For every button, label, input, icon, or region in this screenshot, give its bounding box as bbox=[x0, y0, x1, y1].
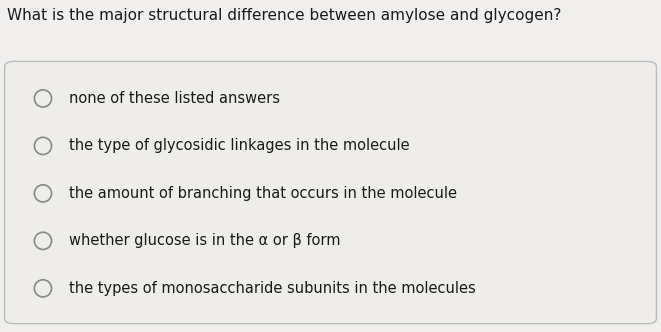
Text: the type of glycosidic linkages in the molecule: the type of glycosidic linkages in the m… bbox=[69, 138, 410, 153]
Ellipse shape bbox=[34, 232, 52, 249]
Text: the amount of branching that occurs in the molecule: the amount of branching that occurs in t… bbox=[69, 186, 457, 201]
Text: none of these listed answers: none of these listed answers bbox=[69, 91, 280, 106]
Ellipse shape bbox=[34, 280, 52, 297]
Text: the types of monosaccharide subunits in the molecules: the types of monosaccharide subunits in … bbox=[69, 281, 476, 296]
Ellipse shape bbox=[34, 90, 52, 107]
Ellipse shape bbox=[34, 137, 52, 154]
Ellipse shape bbox=[34, 185, 52, 202]
FancyBboxPatch shape bbox=[5, 61, 656, 324]
Text: What is the major structural difference between amylose and glycogen?: What is the major structural difference … bbox=[7, 8, 561, 23]
Text: whether glucose is in the α or β form: whether glucose is in the α or β form bbox=[69, 233, 341, 248]
